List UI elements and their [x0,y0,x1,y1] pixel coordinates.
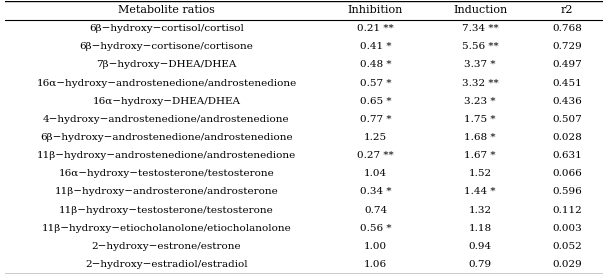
Text: 0.74: 0.74 [364,206,387,214]
Text: 16α−hydroxy−androstenedione/androstenedione: 16α−hydroxy−androstenedione/androstenedi… [36,79,297,87]
Text: 1.68 *: 1.68 * [464,133,496,142]
Text: 7β−hydroxy−DHEA/DHEA: 7β−hydroxy−DHEA/DHEA [96,60,237,69]
Text: 16α−hydroxy−testosterone/testosterone: 16α−hydroxy−testosterone/testosterone [59,169,274,178]
Text: 1.18: 1.18 [469,224,492,233]
Text: 0.436: 0.436 [552,97,582,106]
Text: 0.21 **: 0.21 ** [357,24,394,33]
Text: 6β−hydroxy−cortisol/cortisol: 6β−hydroxy−cortisol/cortisol [89,24,244,33]
Text: 0.65 *: 0.65 * [360,97,391,106]
Text: 11β−hydroxy−androstenedione/androstenedione: 11β−hydroxy−androstenedione/androstenedi… [37,151,296,160]
Text: Metabolite ratios: Metabolite ratios [118,6,215,15]
Text: 2−hydroxy−estradiol/estradiol: 2−hydroxy−estradiol/estradiol [85,260,248,269]
Text: 0.112: 0.112 [552,206,582,214]
Text: 0.48 *: 0.48 * [360,60,391,69]
Text: 0.029: 0.029 [552,260,582,269]
Text: 0.77 *: 0.77 * [360,115,391,124]
Text: 0.768: 0.768 [552,24,582,33]
Text: 1.06: 1.06 [364,260,387,269]
Text: 7.34 **: 7.34 ** [462,24,498,33]
Text: 0.34 *: 0.34 * [360,188,391,196]
Text: 0.94: 0.94 [469,242,492,251]
Text: 3.32 **: 3.32 ** [462,79,498,87]
Text: 0.56 *: 0.56 * [360,224,391,233]
Text: 16α−hydroxy−DHEA/DHEA: 16α−hydroxy−DHEA/DHEA [92,97,240,106]
Text: 0.451: 0.451 [552,79,582,87]
Text: 0.028: 0.028 [552,133,582,142]
Text: 0.729: 0.729 [552,42,582,51]
Text: 0.57 *: 0.57 * [360,79,391,87]
Text: 4−hydroxy−androstenedione/androstenedione: 4−hydroxy−androstenedione/androstenedion… [43,115,290,124]
Text: 0.79: 0.79 [469,260,492,269]
Text: 0.497: 0.497 [552,60,582,69]
Text: 3.37 *: 3.37 * [464,60,496,69]
Text: 0.27 **: 0.27 ** [357,151,394,160]
Text: 0.507: 0.507 [552,115,582,124]
Text: 0.003: 0.003 [552,224,582,233]
Text: 1.00: 1.00 [364,242,387,251]
Text: r2: r2 [561,6,573,15]
Text: 1.25: 1.25 [364,133,387,142]
Text: 1.75 *: 1.75 * [464,115,496,124]
Text: 5.56 **: 5.56 ** [462,42,498,51]
Text: 1.32: 1.32 [469,206,492,214]
Text: 6β−hydroxy−androstenedione/androstenedione: 6β−hydroxy−androstenedione/androstenedio… [40,133,293,142]
Text: Inhibition: Inhibition [348,6,403,15]
Text: 1.67 *: 1.67 * [464,151,496,160]
Text: 1.52: 1.52 [469,169,492,178]
Text: Induction: Induction [453,6,507,15]
Text: 11β−hydroxy−androsterone/androsterone: 11β−hydroxy−androsterone/androsterone [54,188,278,196]
Text: 3.23 *: 3.23 * [464,97,496,106]
Text: 0.631: 0.631 [552,151,582,160]
Text: 11β−hydroxy−testosterone/testosterone: 11β−hydroxy−testosterone/testosterone [59,206,274,214]
Text: 1.44 *: 1.44 * [464,188,496,196]
Text: 0.41 *: 0.41 * [360,42,391,51]
Text: 1.04: 1.04 [364,169,387,178]
Text: 0.066: 0.066 [552,169,582,178]
Text: 2−hydroxy−estrone/estrone: 2−hydroxy−estrone/estrone [92,242,241,251]
Text: 0.596: 0.596 [552,188,582,196]
Text: 6β−hydroxy−cortisone/cortisone: 6β−hydroxy−cortisone/cortisone [80,42,254,51]
Text: 11β−hydroxy−etiocholanolone/etiocholanolone: 11β−hydroxy−etiocholanolone/etiocholanol… [42,224,291,233]
Text: 0.052: 0.052 [552,242,582,251]
